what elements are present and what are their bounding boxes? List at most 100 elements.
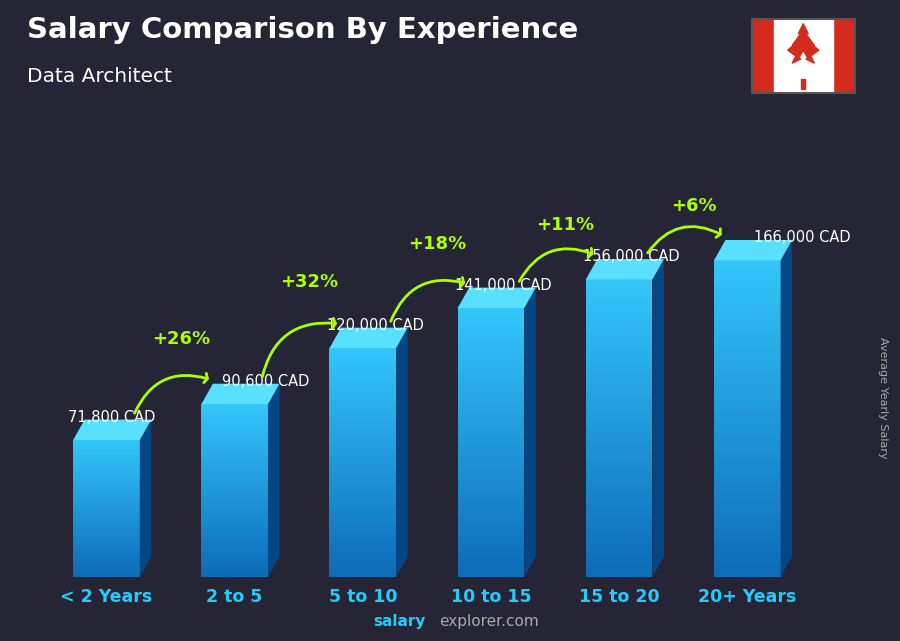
Bar xyxy=(457,402,525,406)
Bar xyxy=(714,517,780,522)
Bar xyxy=(73,570,140,572)
Bar xyxy=(457,385,525,388)
Bar xyxy=(73,572,140,574)
Bar xyxy=(202,501,268,503)
Text: 141,000 CAD: 141,000 CAD xyxy=(455,278,552,293)
Bar xyxy=(714,435,780,438)
Bar xyxy=(202,514,268,517)
Bar xyxy=(202,424,268,426)
Bar xyxy=(714,557,780,561)
Bar xyxy=(329,442,396,445)
Bar xyxy=(329,494,396,497)
Bar xyxy=(202,441,268,443)
Bar xyxy=(457,395,525,399)
Bar xyxy=(73,513,140,515)
Bar xyxy=(714,296,780,300)
Text: 71,800 CAD: 71,800 CAD xyxy=(68,410,156,425)
Bar xyxy=(714,513,780,517)
Bar xyxy=(714,454,780,458)
Bar xyxy=(586,287,652,290)
Bar xyxy=(73,565,140,567)
Bar xyxy=(457,523,525,526)
Bar xyxy=(457,563,525,567)
Bar xyxy=(714,462,780,466)
Bar xyxy=(714,335,780,340)
Bar xyxy=(73,479,140,481)
Bar xyxy=(73,553,140,554)
Bar xyxy=(73,470,140,472)
Bar xyxy=(586,369,652,372)
Bar xyxy=(714,482,780,486)
Bar xyxy=(457,493,525,496)
Bar xyxy=(202,508,268,510)
Bar xyxy=(329,394,396,397)
Bar xyxy=(202,443,268,445)
Bar xyxy=(586,513,652,517)
Bar xyxy=(73,515,140,517)
Bar xyxy=(329,368,396,371)
Bar xyxy=(329,383,396,385)
Bar xyxy=(202,499,268,501)
Bar xyxy=(202,564,268,566)
Bar xyxy=(714,529,780,533)
Bar xyxy=(586,294,652,298)
Bar xyxy=(329,517,396,520)
Bar xyxy=(457,328,525,331)
Bar xyxy=(586,424,652,428)
Bar xyxy=(73,575,140,577)
Bar xyxy=(202,534,268,536)
Bar xyxy=(329,448,396,451)
Bar xyxy=(586,279,652,283)
Bar xyxy=(202,419,268,421)
Bar xyxy=(329,426,396,428)
Bar xyxy=(202,484,268,487)
Bar xyxy=(329,371,396,374)
Bar xyxy=(73,440,140,442)
Bar xyxy=(202,540,268,542)
Bar xyxy=(714,264,780,269)
Bar xyxy=(457,318,525,322)
Bar xyxy=(202,460,268,462)
Bar xyxy=(73,457,140,459)
Bar xyxy=(801,79,806,88)
Bar xyxy=(329,483,396,485)
Bar xyxy=(714,340,780,344)
Bar xyxy=(202,471,268,473)
Bar xyxy=(752,19,774,93)
Bar xyxy=(73,526,140,528)
Bar xyxy=(586,499,652,503)
Bar xyxy=(73,464,140,465)
Bar xyxy=(73,551,140,553)
Bar xyxy=(73,481,140,483)
Bar xyxy=(457,456,525,460)
Bar xyxy=(202,462,268,465)
Text: explorer.com: explorer.com xyxy=(439,615,539,629)
Polygon shape xyxy=(780,240,792,577)
Bar xyxy=(73,562,140,563)
Bar xyxy=(714,304,780,308)
Bar xyxy=(714,438,780,442)
Bar xyxy=(73,493,140,495)
Bar xyxy=(73,472,140,474)
Bar xyxy=(457,449,525,453)
Bar xyxy=(586,439,652,443)
Bar xyxy=(329,514,396,517)
Bar xyxy=(202,469,268,471)
Bar xyxy=(73,488,140,490)
Bar xyxy=(457,496,525,499)
Bar xyxy=(329,397,396,399)
Bar xyxy=(202,490,268,493)
Bar xyxy=(73,485,140,487)
Bar xyxy=(329,463,396,465)
Bar xyxy=(329,391,396,394)
Bar xyxy=(586,551,652,554)
Bar xyxy=(586,540,652,544)
Bar xyxy=(329,540,396,542)
Bar xyxy=(202,493,268,495)
Bar xyxy=(457,560,525,563)
Bar xyxy=(73,465,140,467)
Bar xyxy=(457,469,525,472)
Bar xyxy=(73,495,140,497)
Bar xyxy=(73,442,140,444)
Bar xyxy=(714,450,780,454)
